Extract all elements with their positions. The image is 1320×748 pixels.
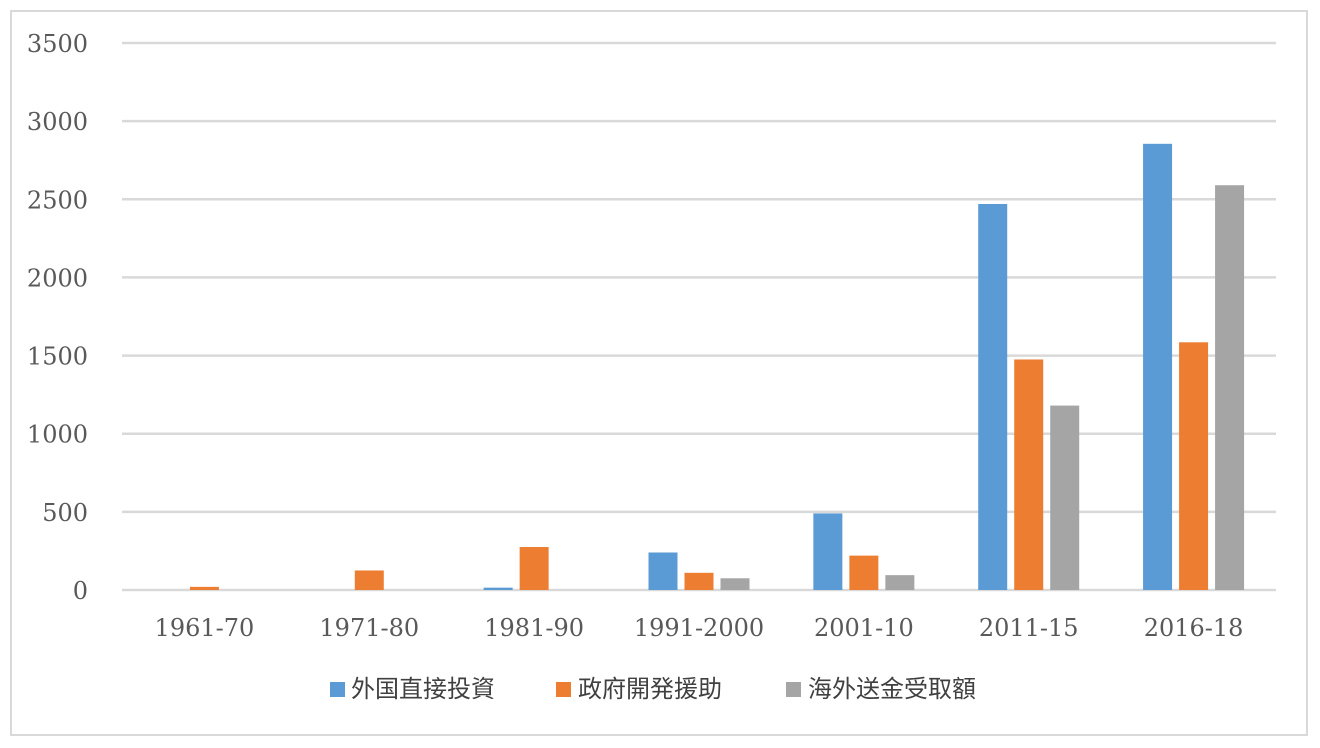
x-tick-label: 1981-90 (484, 614, 584, 642)
bar-0-1 (189, 586, 219, 590)
legend-swatch (556, 682, 571, 697)
legend-label: 外国直接投資 (351, 675, 495, 703)
y-tick-label: 2000 (27, 264, 88, 292)
bar-5-1 (1014, 359, 1044, 590)
x-axis-ticks: 1961-70 1971-80 1981-90 1991-2000 2001-10 201… (155, 614, 1244, 642)
legend-swatch (330, 682, 345, 697)
bar-4-0 (813, 513, 843, 590)
bar-6-1 (1179, 342, 1209, 590)
bar-3-0 (648, 552, 678, 590)
bar-6-2 (1215, 185, 1245, 590)
bar-5-0 (978, 203, 1008, 590)
x-tick-label: 1961-70 (155, 614, 255, 642)
y-tick-label: 1500 (27, 343, 88, 371)
bar-6-0 (1143, 143, 1173, 590)
legend-label: 海外送金受取額 (808, 675, 976, 703)
bar-5-2 (1050, 405, 1080, 590)
bar-4-2 (885, 575, 915, 590)
x-tick-label: 2016-18 (1144, 614, 1244, 642)
y-tick-label: 3500 (27, 30, 88, 58)
gridlines (122, 41, 1276, 592)
legend: 外国直接投資 政府開発援助 海外送金受取額 (330, 675, 976, 703)
x-tick-label: 2011-15 (979, 614, 1079, 642)
chart-frame (10, 10, 1308, 736)
y-tick-label: 3000 (27, 108, 88, 136)
bar-4-1 (849, 555, 879, 590)
legend-swatch (786, 682, 801, 697)
y-tick-label: 1000 (27, 421, 88, 449)
bar-2-1 (519, 547, 549, 590)
y-tick-label: 500 (42, 499, 88, 527)
y-tick-label: 0 (73, 577, 88, 605)
x-tick-label: 1971-80 (319, 614, 419, 642)
bars (189, 143, 1245, 590)
bar-3-1 (684, 572, 714, 590)
bar-2-0 (483, 587, 513, 590)
x-tick-label: 1991-2000 (634, 614, 764, 642)
legend-label: 政府開発援助 (578, 675, 722, 703)
bar-1-1 (354, 570, 384, 590)
x-tick-label: 2001-10 (814, 614, 914, 642)
bar-3-2 (720, 578, 750, 590)
y-axis-ticks: 0 500 1000 1500 2000 2500 3000 3500 (27, 30, 88, 605)
y-tick-label: 2500 (27, 186, 88, 214)
